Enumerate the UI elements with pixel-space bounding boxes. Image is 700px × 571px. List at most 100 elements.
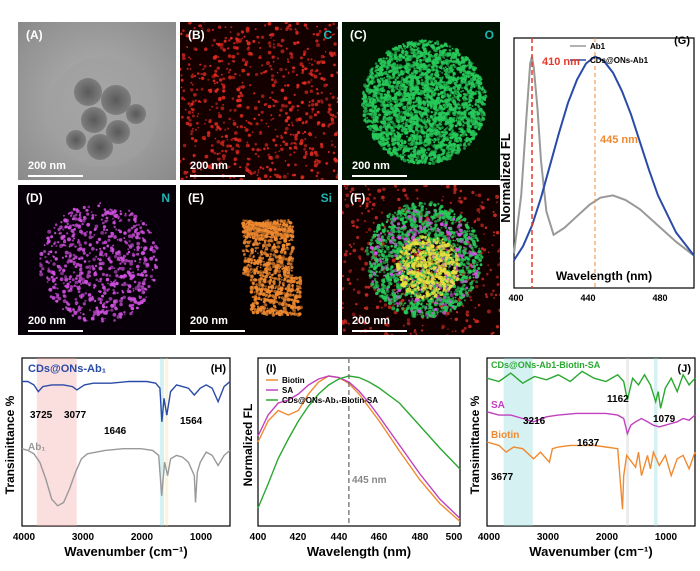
map-dot [90,216,95,221]
map-dot [415,128,419,132]
map-dot [95,278,99,281]
map-dot [426,52,430,56]
map-dot [412,61,415,64]
map-dot [386,103,389,106]
map-dot [204,100,207,103]
map-dot [435,145,440,149]
map-dot [328,51,333,56]
map-dot [405,95,408,98]
map-dot [431,94,434,97]
map-dot [421,78,424,82]
map-dot [409,118,413,122]
map-dot [315,174,318,178]
map-dot [276,135,279,138]
map-dot [443,128,446,131]
map-dot [453,65,457,69]
map-dot [257,155,260,158]
map-dot [418,39,421,43]
map-dot [411,120,415,124]
map-dot [206,164,210,168]
map-dot [240,93,244,98]
map-dot [399,115,403,119]
map-dot [228,75,233,80]
map-dot [429,123,434,128]
map-dot [113,222,116,225]
map-dot [430,128,434,133]
map-dot [194,128,197,131]
map-dot [311,63,314,66]
map-dot [109,211,114,216]
map-dot [434,48,438,53]
map-dot [246,41,251,46]
map-dot [448,66,451,70]
map-dot [202,72,207,76]
map-dot [293,93,296,97]
map-dot [431,101,435,105]
map-dot [401,49,405,53]
map-dot [145,296,147,298]
map-dot [237,138,242,143]
map-dot [290,55,294,59]
map-dot [397,80,401,85]
map-dot [363,99,366,103]
map-dot [467,142,471,146]
map-dot [68,309,72,313]
map-dot [229,109,232,112]
map-dot [139,300,144,305]
map-dot [306,28,309,30]
map-dot [292,66,296,70]
map-dot [431,151,435,156]
map-dot [394,50,398,54]
map-dot [230,147,235,151]
map-dot [198,77,201,80]
map-dot [415,48,418,51]
map-dot [404,154,406,156]
map-dot [269,175,272,178]
map-dot [223,39,227,43]
map-dot [151,249,156,254]
map-dot [132,289,135,292]
map-dot [446,45,449,48]
map-dot [422,112,424,115]
map-dot [123,313,126,316]
map-dot [367,96,372,100]
map-dot [110,208,113,212]
map-dot [214,69,218,73]
map-dot [417,159,421,163]
map-dot [418,97,422,101]
map-dot [420,53,424,57]
map-dot [420,83,424,87]
map-dot [77,290,81,293]
map-dot [117,217,120,220]
map-dot [374,74,379,79]
map-dot [100,318,105,323]
map-dot [194,99,197,102]
map-dot [101,294,104,298]
map-dot [60,221,63,224]
map-dot [401,130,404,133]
map-dot [228,68,232,72]
map-dot [411,147,414,150]
map-dot [123,262,127,265]
map-dot [51,296,56,300]
map-dot [422,51,425,54]
map-dot [415,52,419,56]
map-dot [128,245,133,249]
map-dot [272,138,276,142]
map-dot [440,136,443,138]
map-dot [322,132,326,135]
map-dot [59,231,62,235]
map-dot [180,32,183,36]
map-dot [414,67,416,69]
map-dot [413,139,416,142]
map-dot [426,120,430,123]
map-dot [461,87,463,89]
map-dot [279,108,283,112]
map-dot [386,75,389,78]
map-dot [87,270,91,274]
map-dot [62,240,67,244]
map-dot [130,259,133,263]
map-dot [256,174,259,177]
map-dot [415,133,419,138]
map-dot [387,63,390,66]
